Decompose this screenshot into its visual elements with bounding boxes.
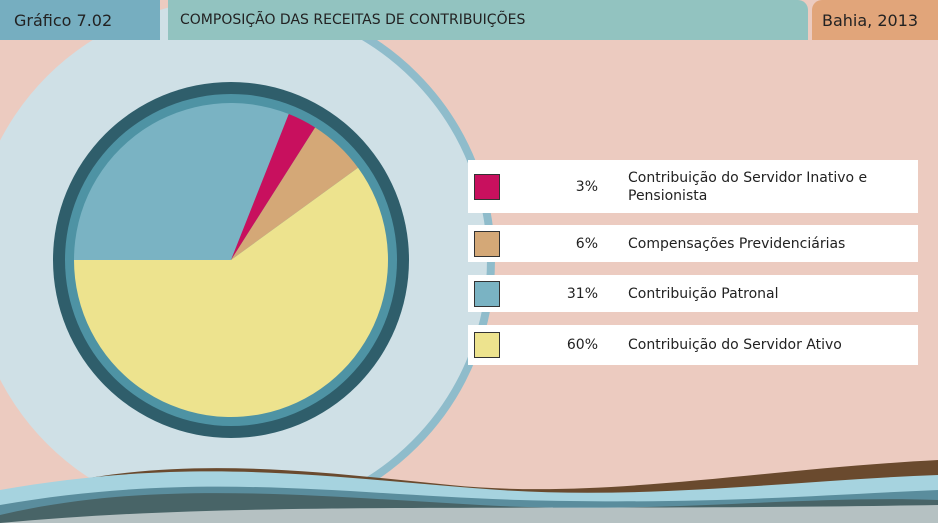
legend-label: Contribuição do Servidor Inativo e Pensi… — [628, 169, 898, 205]
legend-label: Contribuição do Servidor Ativo — [628, 336, 898, 354]
page: Gráfico 7.02 COMPOSIÇÃO DAS RECEITAS DE … — [0, 0, 938, 523]
legend-label: Contribuição Patronal — [628, 285, 898, 303]
chart-place: Bahia, 2013 — [812, 0, 938, 40]
value-label: 31% — [558, 286, 598, 302]
legend-item: 3% Contribuição do Servidor Inativo e Pen… — [468, 160, 918, 213]
legend-item: 6% Compensações Previdenciárias — [468, 225, 918, 262]
chart-title: COMPOSIÇÃO DAS RECEITAS DE CONTRIBUIÇÕES — [168, 0, 808, 40]
value-label: 60% — [558, 337, 598, 353]
legend-item: 60% Contribuição do Servidor Ativo — [468, 325, 918, 365]
legend-swatch — [474, 231, 500, 257]
legend-label: Compensações Previdenciárias — [628, 235, 898, 253]
chart-number: Gráfico 7.02 — [0, 0, 160, 40]
legend-item: 31% Contribuição Patronal — [468, 275, 918, 312]
value-label: 6% — [558, 236, 598, 252]
value-label: 3% — [558, 179, 598, 195]
legend-swatch — [474, 332, 500, 358]
legend-swatch — [474, 174, 500, 200]
legend-swatch — [474, 281, 500, 307]
